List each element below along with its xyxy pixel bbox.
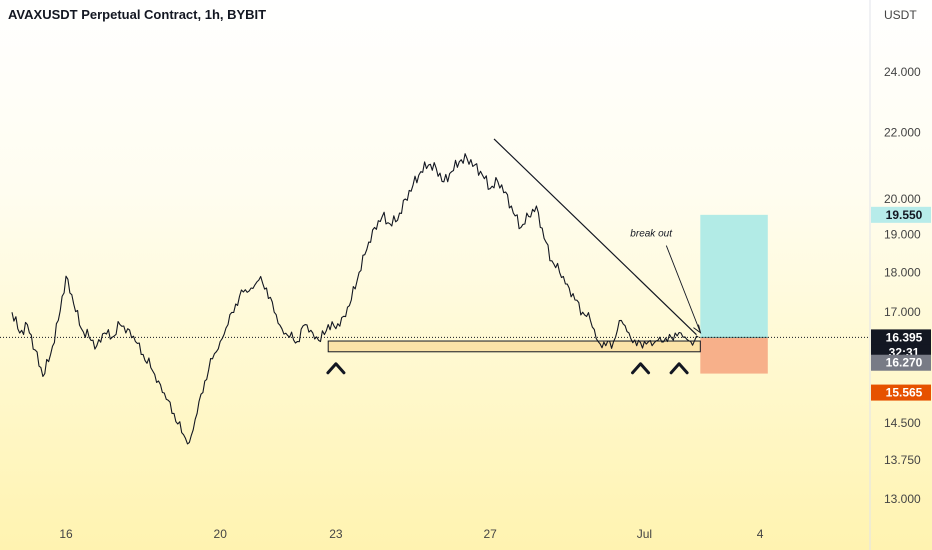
chart-title: AVAXUSDT Perpetual Contract, 1h, BYBIT xyxy=(8,7,267,22)
price-tag-bg xyxy=(871,329,931,346)
x-tick-label: 27 xyxy=(483,527,497,541)
x-tick-label: 20 xyxy=(214,527,228,541)
break-out-arrow xyxy=(665,245,701,333)
price-tag-label: 19.550 xyxy=(886,208,923,222)
y-tick-label: 18.000 xyxy=(884,265,921,279)
y-tick-label: 14.500 xyxy=(884,416,921,430)
y-tick-label: 20.000 xyxy=(884,192,921,206)
support-zone[interactable] xyxy=(327,340,701,353)
break-out-label: break out xyxy=(630,229,673,240)
price-tag-bg xyxy=(871,206,931,223)
price-axis[interactable]: USDT 24.000 22.000 20.000 19.000 18.000 17.00… xyxy=(869,0,921,550)
price-tag-bg xyxy=(871,354,931,371)
y-tick-label: 22.000 xyxy=(884,126,921,140)
x-tick-label: 23 xyxy=(329,527,343,541)
break-out-arrowhead xyxy=(693,324,702,334)
pivot-marker xyxy=(669,362,689,375)
position-stop-zone[interactable] xyxy=(700,337,768,374)
price-tag-label: 16.395 xyxy=(886,330,923,344)
y-tick-label: 19.000 xyxy=(884,228,921,242)
y-tick-label: 17.000 xyxy=(884,305,921,319)
descending-trendline[interactable] xyxy=(493,138,697,336)
y-tick-label: 13.750 xyxy=(884,453,921,467)
price-tag-label: 15.565 xyxy=(886,386,923,400)
price-tag-label: 16.270 xyxy=(886,356,923,370)
x-tick-label: 4 xyxy=(757,527,764,541)
time-axis[interactable]: 16 20 23 27 Jul 4 xyxy=(59,527,763,541)
y-tick-label: 24.000 xyxy=(884,65,921,79)
y-axis-unit: USDT xyxy=(884,8,917,22)
y-tick-label: 13.000 xyxy=(884,492,921,506)
pivot-marker xyxy=(326,362,346,375)
position-target-zone[interactable] xyxy=(700,214,768,338)
x-tick-label: 16 xyxy=(59,527,73,541)
plot-area[interactable]: break out xyxy=(0,138,868,445)
x-tick-label: Jul xyxy=(637,527,652,541)
price-tag-bg xyxy=(871,384,931,401)
price-series-line[interactable] xyxy=(11,153,699,445)
pivot-marker xyxy=(631,362,651,375)
